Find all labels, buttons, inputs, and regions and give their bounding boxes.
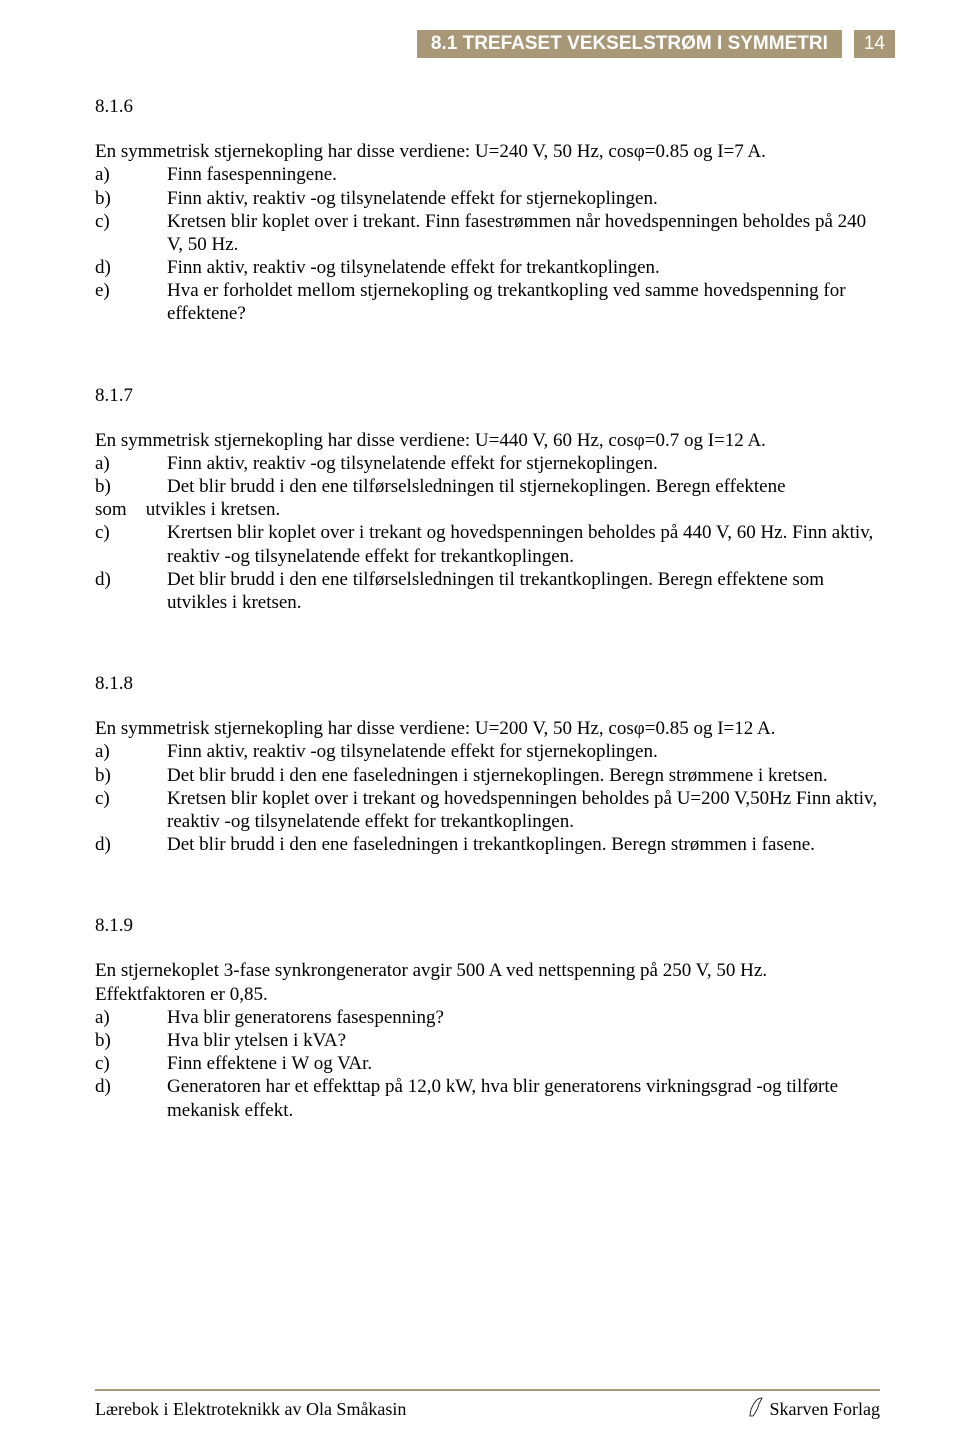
item-d: d) Generatoren har et effekttap på 12,0 …	[95, 1075, 880, 1121]
item-letter: d)	[95, 256, 167, 279]
item-text-line1: Det blir brudd i den ene tilførselsledni…	[167, 476, 786, 497]
item-letter: b)	[95, 1029, 167, 1052]
item-letter: c)	[95, 1052, 167, 1075]
problem-intro: En symmetrisk stjernekopling har disse v…	[95, 140, 880, 163]
item-c: c) Kretsen blir koplet over i trekant og…	[95, 787, 880, 833]
item-c: c) Krertsen blir koplet over i trekant o…	[95, 521, 880, 567]
item-text: Finn effektene i W og VAr.	[167, 1052, 880, 1075]
item-text: Finn aktiv, reaktiv -og tilsynelatende e…	[167, 452, 880, 475]
item-letter: a)	[95, 452, 167, 475]
item-b: b) Det blir brudd i den ene faseledninge…	[95, 764, 880, 787]
footer: Lærebok i Elektroteknikk av Ola Småkasin…	[95, 1396, 880, 1423]
item-text: Det blir brudd i den ene tilførselsledni…	[167, 475, 880, 498]
footer-left: Lærebok i Elektroteknikk av Ola Småkasin	[95, 1399, 406, 1420]
problem-intro: En stjernekoplet 3-fase synkrongenerator…	[95, 959, 880, 982]
item-text: Hva er forholdet mellom stjernekopling o…	[167, 279, 880, 325]
item-b: b) Det blir brudd i den ene tilførselsle…	[95, 475, 880, 498]
problem-number: 8.1.7	[95, 384, 880, 407]
item-letter: d)	[95, 1075, 167, 1121]
item-a: a) Finn fasespenningene.	[95, 163, 880, 186]
bird-icon	[746, 1396, 764, 1423]
footer-right: Skarven Forlag	[746, 1396, 880, 1423]
problem-8-1-7: 8.1.7 En symmetrisk stjernekopling har d…	[95, 384, 880, 615]
item-b-sub: som utvikles i kretsen.	[95, 498, 880, 521]
footer-divider	[95, 1389, 880, 1391]
item-text: Hva blir generatorens fasespenning?	[167, 1006, 880, 1029]
item-text: Krertsen blir koplet over i trekant og h…	[167, 521, 880, 567]
item-text: Kretsen blir koplet over i trekant og ho…	[167, 787, 880, 833]
item-letter: b)	[95, 187, 167, 210]
item-letter: e)	[95, 279, 167, 325]
problem-number: 8.1.6	[95, 95, 880, 118]
item-a: a) Finn aktiv, reaktiv -og tilsynelatend…	[95, 740, 880, 763]
header-gap	[842, 30, 854, 58]
problem-intro2: Effektfaktoren er 0,85.	[95, 983, 880, 1006]
item-text: Finn aktiv, reaktiv -og tilsynelatende e…	[167, 256, 880, 279]
item-a: a) Hva blir generatorens fasespenning?	[95, 1006, 880, 1029]
item-text: Det blir brudd i den ene faseledningen i…	[167, 764, 880, 787]
item-letter: a)	[95, 1006, 167, 1029]
chapter-title: 8.1 TREFASET VEKSELSTRØM I SYMMETRI	[417, 30, 842, 58]
page-content: 8.1.6 En symmetrisk stjernekopling har d…	[95, 95, 880, 1180]
item-text: Det blir brudd i den ene tilførselsledni…	[167, 568, 880, 614]
footer-publisher: Skarven Forlag	[770, 1399, 880, 1420]
item-letter: b)	[95, 764, 167, 787]
item-letter: a)	[95, 163, 167, 186]
item-letter: c)	[95, 787, 167, 833]
item-text: Finn fasespenningene.	[167, 163, 880, 186]
page-number: 14	[854, 30, 895, 58]
item-letter: b)	[95, 475, 167, 498]
problem-intro: En symmetrisk stjernekopling har disse v…	[95, 717, 880, 740]
problem-8-1-9: 8.1.9 En stjernekoplet 3-fase synkrongen…	[95, 914, 880, 1121]
item-letter: c)	[95, 210, 167, 256]
problem-8-1-6: 8.1.6 En symmetrisk stjernekopling har d…	[95, 95, 880, 326]
item-b: b) Hva blir ytelsen i kVA?	[95, 1029, 880, 1052]
problem-8-1-8: 8.1.8 En symmetrisk stjernekopling har d…	[95, 672, 880, 856]
item-c: c) Finn effektene i W og VAr.	[95, 1052, 880, 1075]
item-text: Finn aktiv, reaktiv -og tilsynelatende e…	[167, 740, 880, 763]
item-text: Kretsen blir koplet over i trekant. Finn…	[167, 210, 880, 256]
header-bar: 8.1 TREFASET VEKSELSTRØM I SYMMETRI 14	[417, 30, 895, 58]
item-d: d) Finn aktiv, reaktiv -og tilsynelatend…	[95, 256, 880, 279]
item-d: d) Det blir brudd i den ene faseledninge…	[95, 833, 880, 856]
problem-intro: En symmetrisk stjernekopling har disse v…	[95, 429, 880, 452]
sub-text: utvikles i kretsen.	[146, 499, 281, 520]
item-e: e) Hva er forholdet mellom stjernekoplin…	[95, 279, 880, 325]
item-letter: d)	[95, 833, 167, 856]
item-text: Det blir brudd i den ene faseledningen i…	[167, 833, 880, 856]
item-text: Hva blir ytelsen i kVA?	[167, 1029, 880, 1052]
item-a: a) Finn aktiv, reaktiv -og tilsynelatend…	[95, 452, 880, 475]
item-letter: c)	[95, 521, 167, 567]
item-text: Generatoren har et effekttap på 12,0 kW,…	[167, 1075, 880, 1121]
item-d: d) Det blir brudd i den ene tilførselsle…	[95, 568, 880, 614]
problem-number: 8.1.9	[95, 914, 880, 937]
item-letter: a)	[95, 740, 167, 763]
item-text: Finn aktiv, reaktiv -og tilsynelatende e…	[167, 187, 880, 210]
item-c: c) Kretsen blir koplet over i trekant. F…	[95, 210, 880, 256]
item-letter: d)	[95, 568, 167, 614]
problem-number: 8.1.8	[95, 672, 880, 695]
item-b: b) Finn aktiv, reaktiv -og tilsynelatend…	[95, 187, 880, 210]
